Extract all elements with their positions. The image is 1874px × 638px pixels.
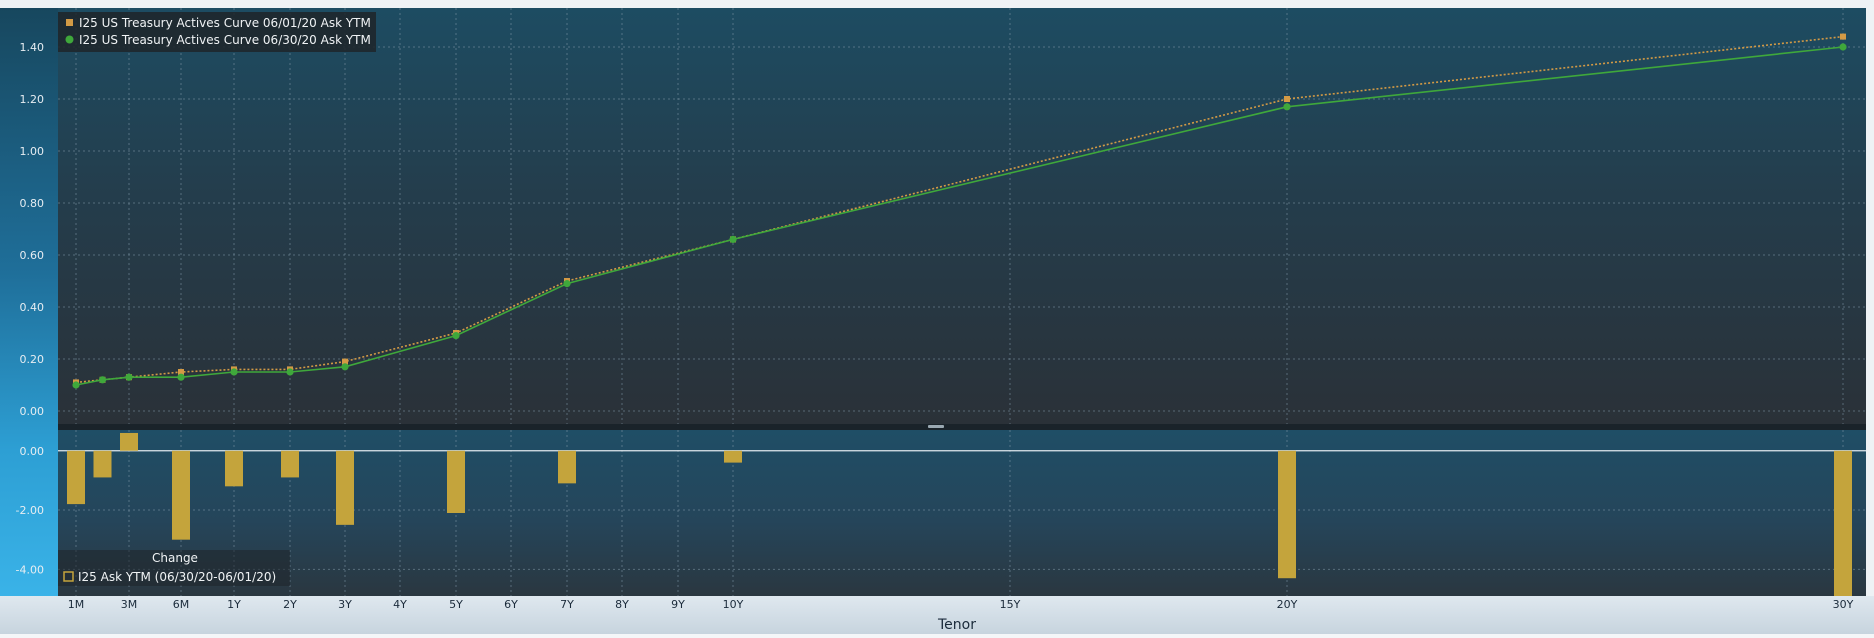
series-point-0630 bbox=[452, 332, 460, 340]
y-tick-label-bottom: 0.00 bbox=[20, 445, 45, 458]
lines-layer bbox=[72, 33, 1847, 389]
change-bar bbox=[172, 450, 190, 540]
top-legend: I25 US Treasury Actives Curve 06/01/20 A… bbox=[58, 12, 376, 52]
x-tick-label: 1Y bbox=[227, 598, 241, 611]
series-point-0601 bbox=[1284, 96, 1290, 102]
series-point-0601 bbox=[178, 369, 184, 375]
bottom-legend-background bbox=[58, 550, 290, 586]
change-bar bbox=[93, 450, 112, 478]
x-tick-label: 7Y bbox=[560, 598, 574, 611]
x-tick-label: 4Y bbox=[393, 598, 407, 611]
x-tick-labels: 1M 3M 6M 1Y 2Y 3Y 4Y 5Y 6Y 7Y 8Y 9Y 10Y 15Y 20Y 30Y bbox=[68, 598, 1854, 611]
change-bar bbox=[558, 450, 576, 484]
change-bar bbox=[225, 450, 243, 487]
y-tick-label-top: 0.80 bbox=[20, 197, 45, 210]
bars-layer bbox=[67, 432, 1852, 596]
top-plot-panel bbox=[58, 8, 1866, 424]
x-tick-label: 30Y bbox=[1833, 598, 1854, 611]
series-line-1 bbox=[75, 46, 1844, 386]
series-point-0630 bbox=[341, 363, 349, 371]
change-bar bbox=[120, 432, 138, 451]
legend-label-change: I25 Ask YTM (06/30/20-06/01/20) bbox=[78, 570, 276, 584]
x-tick-label: 10Y bbox=[723, 598, 744, 611]
x-tick-label: 6Y bbox=[504, 598, 518, 611]
y-tick-label-top: 1.20 bbox=[20, 93, 45, 106]
y-tick-label-top: 0.00 bbox=[20, 405, 45, 418]
series-point-0601 bbox=[1840, 33, 1846, 40]
y-tick-labels: 0.00 0.20 0.40 0.60 0.80 1.00 1.20 1.40 0.00 -2.0… bbox=[16, 41, 44, 576]
y-tick-label-top: 0.20 bbox=[20, 353, 45, 366]
grid-layer bbox=[58, 8, 1866, 596]
change-bar bbox=[724, 450, 742, 463]
bottom-legend-title: Change bbox=[152, 551, 198, 565]
legend-swatch-0601 bbox=[66, 19, 73, 26]
y-tick-label-top: 1.00 bbox=[20, 145, 45, 158]
series-point-0630 bbox=[286, 368, 294, 376]
change-bar bbox=[67, 450, 85, 505]
x-tick-label: 3M bbox=[121, 598, 138, 611]
resize-handle[interactable] bbox=[928, 425, 944, 428]
change-bar bbox=[1278, 450, 1296, 579]
change-bar bbox=[281, 450, 299, 478]
y-tick-label-top: 0.60 bbox=[20, 249, 45, 262]
change-bar bbox=[447, 450, 465, 513]
bottom-plot-panel bbox=[58, 430, 1866, 596]
legend-swatch-change bbox=[63, 571, 74, 582]
x-tick-label: 5Y bbox=[449, 598, 463, 611]
y-tick-label-top: 1.40 bbox=[20, 41, 45, 54]
series-point-0630 bbox=[729, 235, 737, 243]
panel-separator bbox=[58, 424, 1866, 430]
x-axis-strip bbox=[0, 596, 1874, 634]
x-tick-label: 15Y bbox=[1000, 598, 1021, 611]
x-tick-label: 2Y bbox=[283, 598, 297, 611]
x-tick-label: 6M bbox=[173, 598, 190, 611]
series-point-0630 bbox=[72, 381, 80, 389]
x-tick-label: 1M bbox=[68, 598, 85, 611]
legend-swatch-0630 bbox=[65, 35, 74, 44]
x-axis-label: Tenor bbox=[937, 617, 976, 633]
x-tick-label: 3Y bbox=[338, 598, 352, 611]
series-point-0630 bbox=[125, 373, 133, 381]
y-tick-label-bottom: -2.00 bbox=[16, 504, 44, 517]
series-point-0630 bbox=[563, 280, 571, 288]
change-bar bbox=[1834, 450, 1852, 596]
bottom-legend: Change I25 Ask YTM (06/30/20-06/01/20) bbox=[58, 550, 290, 586]
y-tick-label-bottom: -4.00 bbox=[16, 563, 44, 576]
series-point-0630 bbox=[230, 368, 238, 376]
series-point-0630 bbox=[98, 376, 107, 384]
top-legend-background bbox=[58, 12, 376, 52]
legend-label-0601: I25 US Treasury Actives Curve 06/01/20 A… bbox=[79, 16, 371, 30]
series-point-0601 bbox=[342, 358, 348, 365]
series-point-0630 bbox=[177, 373, 185, 381]
x-tick-label: 8Y bbox=[615, 598, 629, 611]
y-axis-strip bbox=[0, 8, 58, 598]
x-tick-label: 9Y bbox=[671, 598, 685, 611]
x-tick-label: 20Y bbox=[1277, 598, 1298, 611]
series-point-0630 bbox=[1839, 43, 1847, 51]
legend-label-0630: I25 US Treasury Actives Curve 06/30/20 A… bbox=[79, 33, 371, 47]
y-tick-label-top: 0.40 bbox=[20, 301, 45, 314]
change-bar bbox=[336, 450, 354, 525]
series-point-0630 bbox=[1283, 103, 1291, 111]
